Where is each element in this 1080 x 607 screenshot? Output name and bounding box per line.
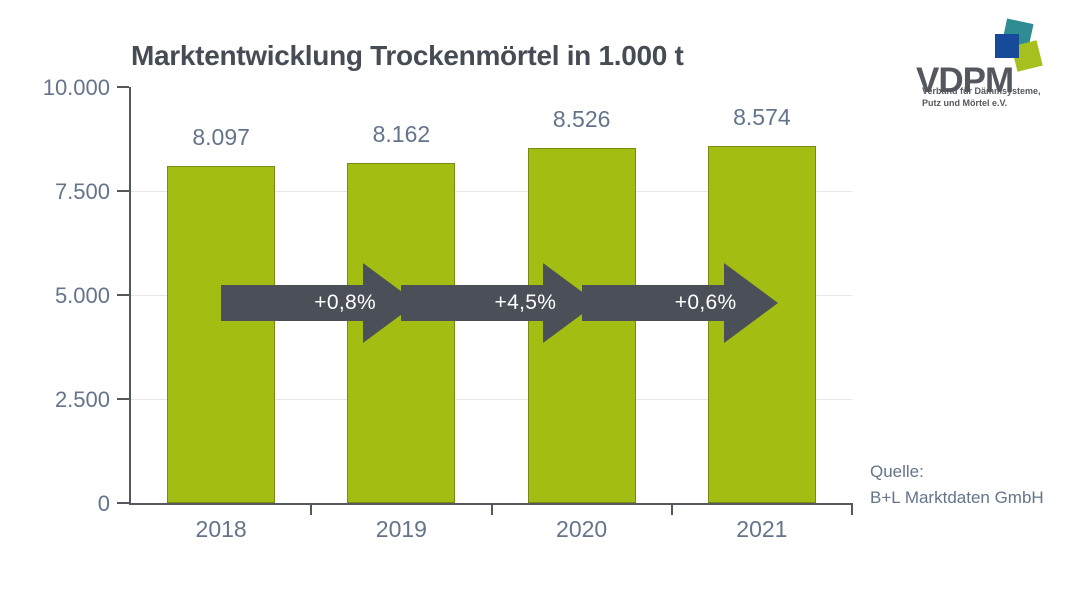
x-tick-mark bbox=[310, 503, 313, 515]
growth-arrow: +4,5% bbox=[401, 263, 598, 343]
y-tick-mark bbox=[117, 294, 129, 296]
growth-arrow-shape bbox=[581, 263, 778, 343]
growth-arrow-shape bbox=[221, 263, 418, 343]
growth-arrow-label: +0,8% bbox=[314, 291, 376, 314]
bar-value-label: 8.162 bbox=[372, 121, 431, 148]
x-tick-mark bbox=[851, 503, 853, 515]
plot-area: 8.097 8.162 8.526 8.574 +0,8% +4,5% +0,6% bbox=[117, 86, 853, 515]
y-axis-line bbox=[129, 87, 131, 505]
x-tick-label: 2019 bbox=[375, 516, 427, 542]
bar-value-label: 8.097 bbox=[192, 124, 250, 151]
vdpm-logo: VDPM Verband für Dämmsysteme, Putz und M… bbox=[903, 18, 1073, 113]
logo-square-blue bbox=[995, 34, 1019, 58]
y-tick-mark bbox=[117, 398, 129, 400]
gridline bbox=[131, 190, 852, 192]
gridline bbox=[131, 398, 852, 400]
growth-arrow-label: +4,5% bbox=[494, 291, 557, 314]
x-tick-mark bbox=[670, 503, 673, 515]
source-name: B+L Marktdaten GmbH bbox=[870, 488, 1044, 507]
y-tick-label: 5.000 bbox=[54, 283, 110, 308]
growth-arrow-label: +0,6% bbox=[674, 291, 737, 314]
y-tick-mark bbox=[117, 502, 129, 504]
x-tick-mark bbox=[490, 503, 493, 515]
logo-tagline-line1: Verband für Dämmsysteme, bbox=[922, 86, 1041, 96]
growth-arrow: +0,6% bbox=[581, 263, 778, 343]
bar-value-label: 8.526 bbox=[552, 106, 611, 133]
growth-arrow: +0,8% bbox=[221, 263, 418, 343]
bar-2018 bbox=[167, 166, 276, 503]
source-note: Quelle: B+L Marktdaten GmbH bbox=[870, 459, 1044, 511]
y-tick-mark bbox=[117, 190, 129, 192]
y-tick-mark bbox=[117, 86, 129, 88]
logo-acronym: VDPM bbox=[916, 61, 1014, 100]
bar-value-label: 8.574 bbox=[733, 104, 791, 131]
x-tick-label: 2018 bbox=[195, 516, 247, 542]
y-tick-label: 2.500 bbox=[54, 387, 110, 412]
logo-tagline-line2: Putz und Mörtel e.V. bbox=[922, 98, 1008, 108]
chart-title: Marktentwicklung Trockenmörtel in 1.000 … bbox=[131, 40, 684, 71]
y-tick-label: 10.000 bbox=[42, 75, 110, 100]
growth-arrow-shape bbox=[401, 263, 598, 343]
source-label: Quelle: bbox=[870, 462, 924, 481]
x-tick-label: 2020 bbox=[556, 516, 608, 542]
x-tick-label: 2021 bbox=[736, 516, 788, 542]
y-tick-label: 7.500 bbox=[54, 179, 110, 204]
y-tick-label: 0 bbox=[97, 491, 110, 516]
